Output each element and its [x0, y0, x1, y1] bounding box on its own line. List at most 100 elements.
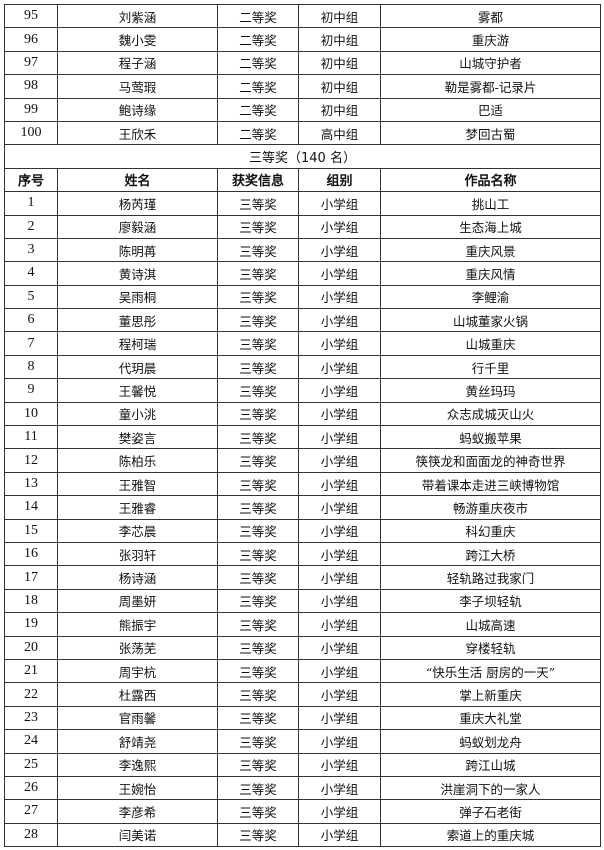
student-name: 吴雨桐 — [57, 284, 218, 310]
student-name: 官雨馨 — [57, 705, 218, 731]
work-title: 李鲤渝 — [380, 284, 601, 310]
row-index: 7 — [4, 331, 58, 356]
table-row: 8 代玥晨 三等奖 小学组 行千里 — [4, 354, 601, 380]
award-level: 三等奖 — [217, 705, 299, 731]
age-group: 小学组 — [298, 541, 381, 567]
work-title: 生态海上城 — [380, 214, 601, 239]
row-index: 14 — [4, 495, 58, 520]
age-group: 小学组 — [298, 612, 381, 637]
award-level: 三等奖 — [217, 658, 299, 684]
student-name: 刘紫涵 — [57, 3, 218, 29]
row-index: 28 — [4, 822, 58, 848]
award-level: 三等奖 — [217, 495, 299, 520]
second-prize-rows: 95 刘紫涵 二等奖 初中组 雾都 96 魏小雯 二等奖 初中组 重庆游 97 程子涵 二等奖 初中组 山城… — [4, 3, 601, 146]
row-index: 16 — [4, 541, 58, 567]
table-row: 97 程子涵 二等奖 初中组 山城守护者 — [4, 50, 601, 76]
award-level: 三等奖 — [217, 378, 299, 403]
row-index: 96 — [4, 27, 58, 52]
work-title: 勒是雾都-记录片 — [380, 74, 601, 99]
student-name: 李芯晨 — [57, 518, 218, 543]
age-group: 小学组 — [298, 565, 381, 590]
age-group: 小学组 — [298, 401, 381, 427]
table-row: 23 官雨馨 三等奖 小学组 重庆大礼堂 — [4, 705, 601, 731]
student-name: 舒靖尧 — [57, 729, 218, 754]
table-row: 12 陈柏乐 三等奖 小学组 筷筷龙和面面龙的神奇世界 — [4, 448, 601, 473]
student-name: 王雅睿 — [57, 495, 218, 520]
award-level: 三等奖 — [217, 261, 299, 286]
table-row: 24 舒靖尧 三等奖 小学组 蚂蚁划龙舟 — [4, 729, 601, 754]
row-index: 100 — [4, 120, 58, 146]
age-group: 小学组 — [298, 752, 381, 777]
age-group: 小学组 — [298, 214, 381, 239]
table-row: 27 李彦希 三等奖 小学组 弹子石老街 — [4, 799, 601, 824]
age-group: 小学组 — [298, 588, 381, 614]
student-name: 代玥晨 — [57, 354, 218, 380]
student-name: 张羽轩 — [57, 541, 218, 567]
row-index: 9 — [4, 378, 58, 403]
age-group: 小学组 — [298, 308, 381, 333]
student-name: 廖毅涵 — [57, 214, 218, 239]
table-row: 6 董思彤 三等奖 小学组 山城董家火锅 — [4, 308, 601, 333]
age-group: 小学组 — [298, 495, 381, 520]
table-row: 1 杨芮瑾 三等奖 小学组 挑山工 — [4, 191, 601, 216]
award-level: 三等奖 — [217, 775, 299, 801]
work-title: 洪崖洞下的一家人 — [380, 775, 601, 801]
award-level: 三等奖 — [217, 822, 299, 848]
table-row: 4 黄诗淇 三等奖 小学组 重庆风情 — [4, 261, 601, 286]
age-group: 小学组 — [298, 682, 381, 707]
table-row: 2 廖毅涵 三等奖 小学组 生态海上城 — [4, 214, 601, 239]
table-row: 99 鲍诗缘 二等奖 初中组 巴适 — [4, 97, 601, 122]
award-level: 二等奖 — [217, 3, 299, 29]
work-title: 跨江山城 — [380, 752, 601, 777]
award-level: 二等奖 — [217, 74, 299, 99]
work-title: 掌上新重庆 — [380, 682, 601, 707]
work-title: 重庆游 — [380, 27, 601, 52]
age-group: 小学组 — [298, 822, 381, 848]
table-row: 96 魏小雯 二等奖 初中组 重庆游 — [4, 27, 601, 52]
table-row: 25 李逸熙 三等奖 小学组 跨江山城 — [4, 752, 601, 777]
row-index: 22 — [4, 682, 58, 707]
student-name: 周宇杭 — [57, 658, 218, 684]
work-title: 跨江大桥 — [380, 541, 601, 567]
row-index: 6 — [4, 308, 58, 333]
table-row: 5 吴雨桐 三等奖 小学组 李鲤渝 — [4, 284, 601, 310]
table-row: 18 周墨妍 三等奖 小学组 李子坝轻轨 — [4, 588, 601, 614]
row-index: 24 — [4, 729, 58, 754]
work-title: 轻轨路过我家门 — [380, 565, 601, 590]
row-index: 97 — [4, 50, 58, 76]
student-name: 周墨妍 — [57, 588, 218, 614]
student-name: 闫美诺 — [57, 822, 218, 848]
age-group: 小学组 — [298, 448, 381, 473]
row-index: 2 — [4, 214, 58, 239]
student-name: 陈明苒 — [57, 237, 218, 263]
award-level: 三等奖 — [217, 588, 299, 614]
table-row: 13 王雅智 三等奖 小学组 带着课本走进三峡博物馆 — [4, 471, 601, 497]
student-name: 李逸熙 — [57, 752, 218, 777]
work-title: 弹子石老街 — [380, 799, 601, 824]
award-level: 二等奖 — [217, 120, 299, 146]
age-group: 小学组 — [298, 518, 381, 543]
table-row: 28 闫美诺 三等奖 小学组 索道上的重庆城 — [4, 822, 601, 848]
row-index: 99 — [4, 97, 58, 122]
table-row: 98 马莺瑕 二等奖 初中组 勒是雾都-记录片 — [4, 74, 601, 99]
row-index: 12 — [4, 448, 58, 473]
work-title: 科幻重庆 — [380, 518, 601, 543]
row-index: 18 — [4, 588, 58, 614]
student-name: 马莺瑕 — [57, 74, 218, 99]
award-level: 三等奖 — [217, 237, 299, 263]
age-group: 小学组 — [298, 775, 381, 801]
table-row: 14 王雅睿 三等奖 小学组 畅游重庆夜市 — [4, 495, 601, 520]
age-group: 小学组 — [298, 331, 381, 356]
age-group: 小学组 — [298, 237, 381, 263]
award-level: 三等奖 — [217, 682, 299, 707]
work-title: “快乐生活 厨房的一天” — [380, 658, 601, 684]
row-index: 20 — [4, 635, 58, 660]
award-level: 三等奖 — [217, 729, 299, 754]
age-group: 初中组 — [298, 74, 381, 99]
table-row: 3 陈明苒 三等奖 小学组 重庆风景 — [4, 237, 601, 263]
student-name: 杨芮瑾 — [57, 191, 218, 216]
age-group: 小学组 — [298, 425, 381, 450]
row-index: 1 — [4, 191, 58, 216]
award-level: 三等奖 — [217, 565, 299, 590]
row-index: 95 — [4, 3, 58, 29]
